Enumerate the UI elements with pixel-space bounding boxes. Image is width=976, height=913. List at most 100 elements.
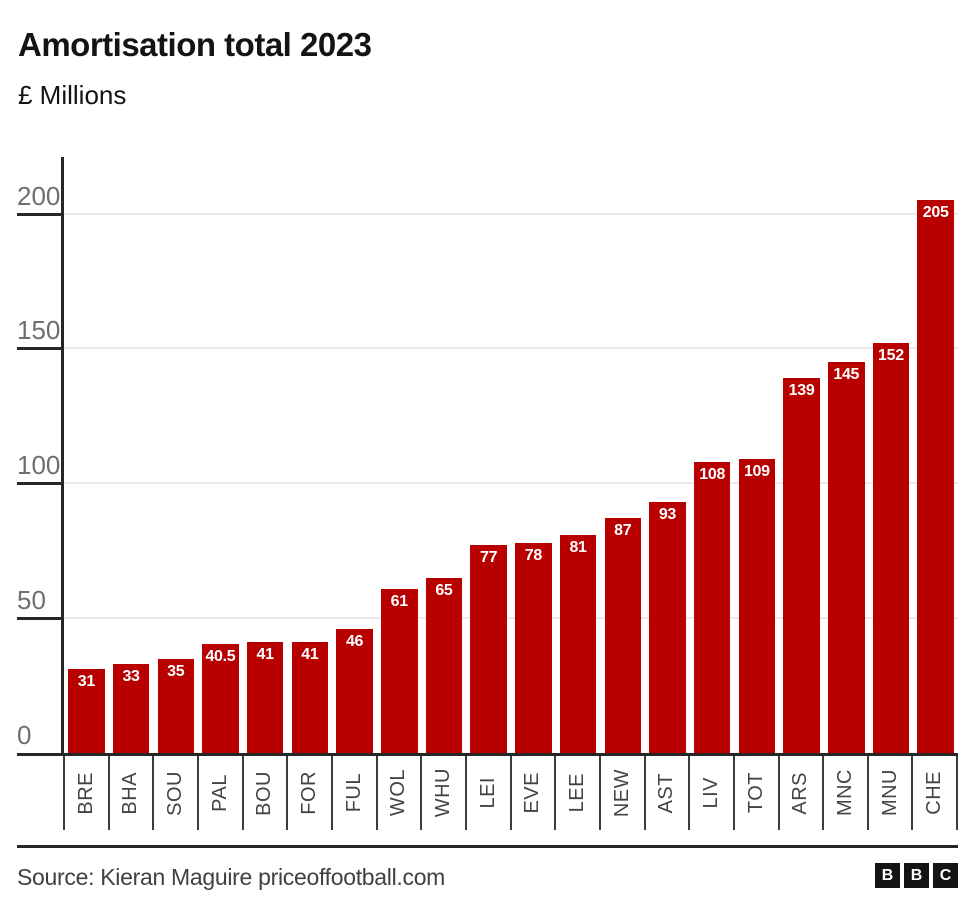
- bar-value-label: 139: [788, 382, 815, 400]
- x-tick-label: TOT: [744, 772, 767, 814]
- x-category-cell-tot: TOT: [732, 756, 778, 830]
- y-tick-label: 50: [17, 585, 46, 616]
- bar-wol: 61: [381, 588, 418, 753]
- x-tick-label: PAL: [208, 774, 231, 812]
- gridline: [64, 617, 958, 620]
- chart-title: Amortisation total 2023: [18, 26, 372, 63]
- bar-new: 87: [604, 518, 641, 753]
- y-tick-label: 0: [17, 720, 32, 750]
- x-tick-label: WHU: [432, 768, 455, 818]
- x-category-cell-for: FOR: [286, 756, 331, 830]
- y-tick-mark: [17, 347, 64, 351]
- bar-value-label: 61: [390, 592, 409, 610]
- x-tick-label: BRE: [74, 771, 97, 815]
- x-category-cell-pal: PAL: [196, 756, 242, 830]
- y-axis-line: [61, 157, 64, 756]
- y-tick-mark: [17, 212, 64, 216]
- bar-value-label: 31: [77, 673, 96, 691]
- x-tick-label: BOU: [253, 770, 276, 816]
- x-category-cell-eve: EVE: [509, 756, 555, 830]
- bar-value-label: 81: [569, 538, 587, 556]
- bar-value-label: 108: [699, 465, 726, 483]
- x-category-cell-che: CHE: [911, 756, 956, 830]
- x-axis-category-row: BRE BHA SOU PAL BOU FOR FUL WOL WHU LEI EVE LEE NEW A…: [63, 756, 958, 830]
- x-category-cell-bou: BOU: [241, 756, 287, 830]
- bar-bou: 41: [246, 642, 284, 753]
- x-tick-label: CHE: [923, 771, 946, 815]
- x-category-cell-bha: BHA: [107, 756, 153, 830]
- x-tick-label: WOL: [387, 769, 410, 817]
- bar-lei: 77: [470, 545, 507, 753]
- x-category-cell-new: NEW: [598, 756, 644, 830]
- bar-bha: 33: [112, 664, 150, 753]
- plot-area: 31 33 35 40.5 41 41 46 61 65 77 78 81 87 93 108 109 139 1…: [64, 157, 958, 753]
- bar-value-label: 41: [256, 646, 275, 664]
- x-tick-label: EVE: [521, 772, 544, 814]
- bar-lee: 81: [559, 534, 597, 753]
- bar-mnc: 145: [828, 361, 865, 753]
- gridline: [64, 347, 958, 350]
- x-category-cell-wol: WOL: [375, 756, 421, 830]
- bar-value-label: 152: [878, 347, 904, 365]
- y-tick-label: 200: [17, 180, 61, 211]
- chart-subtitle: £ Millions: [18, 80, 127, 110]
- x-axis-line: [17, 753, 958, 756]
- bar-value-label: 46: [345, 632, 364, 650]
- bar-bre: 31: [68, 669, 105, 753]
- x-tick-label: ARS: [789, 771, 812, 815]
- x-category-cell-ful: FUL: [330, 756, 376, 830]
- source-attribution: Source: Kieran Maguire priceoffootball.c…: [17, 864, 446, 890]
- bar-ars: 139: [783, 378, 820, 753]
- x-tick-label: FUL: [342, 773, 365, 813]
- bar-value-label: 41: [301, 646, 319, 664]
- x-category-cell-lei: LEI: [464, 756, 510, 830]
- bar-ast: 93: [649, 502, 686, 753]
- bbc-logo-block: B: [904, 863, 929, 888]
- x-category-cell-mnu: MNU: [866, 756, 912, 830]
- x-tick-label: LIV: [700, 777, 723, 809]
- bar-value-label: 77: [480, 549, 498, 567]
- bar-for: 41: [291, 642, 329, 753]
- x-tick-label: SOU: [164, 770, 187, 816]
- x-tick-label: BHA: [119, 771, 142, 815]
- bar-value-label: 65: [435, 581, 453, 599]
- x-category-cell-ars: ARS: [777, 756, 823, 830]
- x-category-cell-whu: WHU: [420, 756, 465, 830]
- y-tick-mark: [17, 617, 64, 621]
- x-category-cell-sou: SOU: [152, 756, 197, 830]
- x-tick-label: LEE: [566, 773, 589, 813]
- bar-ful: 46: [336, 628, 373, 753]
- y-tick-label: 150: [17, 315, 61, 346]
- bar-value-label: 33: [122, 668, 140, 686]
- bar-pal: 40.5: [202, 643, 239, 753]
- gridline: [64, 212, 958, 215]
- x-tick-label: LEI: [476, 777, 499, 809]
- x-tick-label: MNU: [878, 769, 901, 817]
- x-category-cell-mnc: MNC: [822, 756, 867, 830]
- bar-eve: 78: [515, 542, 552, 753]
- gridline: [64, 482, 958, 485]
- bar-mnu: 152: [872, 343, 910, 753]
- x-category-cell-ast: AST: [643, 756, 689, 830]
- bar-value-label: 205: [922, 204, 949, 222]
- x-category-cell-bre: BRE: [63, 756, 108, 830]
- bar-sou: 35: [157, 658, 194, 753]
- bbc-logo-block: B: [875, 863, 900, 888]
- footer-divider: [17, 845, 958, 848]
- bar-whu: 65: [425, 577, 463, 753]
- x-category-cell-liv: LIV: [688, 756, 733, 830]
- bar-value-label: 93: [658, 506, 677, 524]
- bbc-logo: B B C: [875, 863, 958, 888]
- x-tick-label: MNC: [833, 769, 856, 817]
- bbc-logo-block: C: [933, 863, 958, 888]
- bar-value-label: 87: [614, 522, 632, 540]
- bar-liv: 108: [693, 461, 731, 753]
- x-tick-label: AST: [655, 772, 678, 814]
- x-category-cell-lee: LEE: [554, 756, 599, 830]
- x-tick-label: NEW: [610, 768, 633, 818]
- x-tick-label: FOR: [298, 771, 321, 815]
- bar-che: 205: [917, 200, 954, 753]
- y-tick-label: 100: [17, 450, 61, 481]
- y-tick-mark: [17, 482, 64, 486]
